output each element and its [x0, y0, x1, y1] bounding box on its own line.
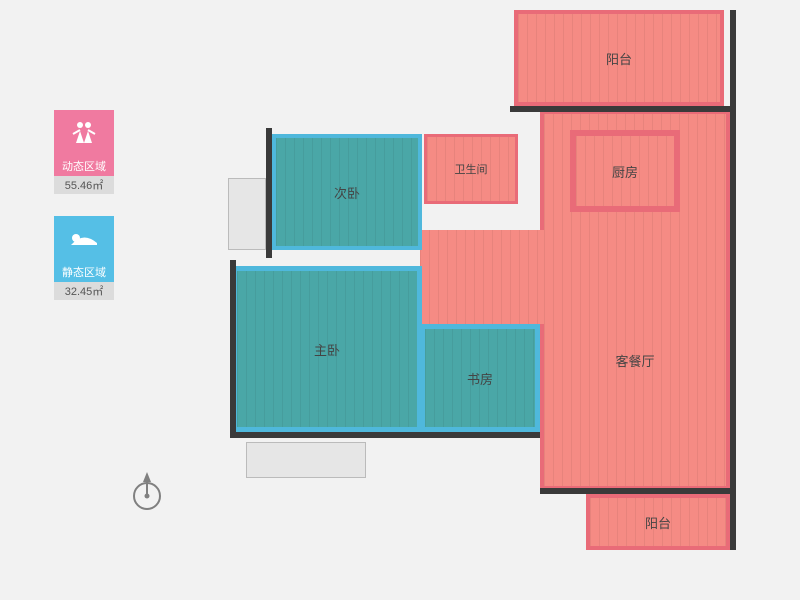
room-secondary-br: 次卧	[272, 134, 422, 250]
balcony-slot	[246, 442, 366, 478]
room-label: 次卧	[334, 183, 360, 202]
room-label: 书房	[467, 369, 493, 388]
legend-static-value: 32.45㎡	[54, 282, 114, 300]
room-label: 阳台	[606, 49, 632, 68]
room-living-ext	[420, 230, 544, 324]
wall	[230, 260, 236, 436]
legend-static-icon-box	[54, 216, 114, 262]
wall	[730, 10, 736, 550]
legend: 动态区域 55.46㎡ 静态区域 32.45㎡	[54, 110, 124, 322]
room-label: 厨房	[612, 162, 638, 181]
legend-dynamic-title: 动态区域	[54, 156, 114, 176]
room-balcony-br: 阳台	[586, 494, 730, 550]
room-label: 主卧	[314, 340, 340, 359]
sleep-icon	[69, 229, 99, 247]
wall	[230, 432, 540, 438]
room-label: 卫生间	[455, 161, 488, 177]
balcony-slot	[228, 178, 266, 250]
room-bathroom: 卫生间	[424, 134, 518, 204]
legend-static-title: 静态区域	[54, 262, 114, 282]
wall	[266, 128, 272, 258]
legend-dynamic-icon-box	[54, 110, 114, 156]
room-study: 书房	[420, 324, 540, 432]
room-balcony-top: 阳台	[514, 10, 724, 106]
room-label: 阳台	[645, 513, 671, 532]
room-label: 客餐厅	[615, 351, 654, 370]
legend-dynamic-value: 55.46㎡	[54, 176, 114, 194]
legend-dynamic: 动态区域 55.46㎡	[54, 110, 124, 194]
legend-static: 静态区域 32.45㎡	[54, 216, 124, 300]
wall	[540, 488, 734, 494]
people-icon	[71, 121, 97, 143]
wall	[510, 106, 730, 112]
room-master-br: 主卧	[232, 266, 422, 432]
compass-icon	[130, 470, 164, 519]
room-kitchen: 厨房	[570, 130, 680, 212]
floor-plan: 阳台客餐厅厨房卫生间阳台次卧主卧书房	[190, 10, 760, 585]
